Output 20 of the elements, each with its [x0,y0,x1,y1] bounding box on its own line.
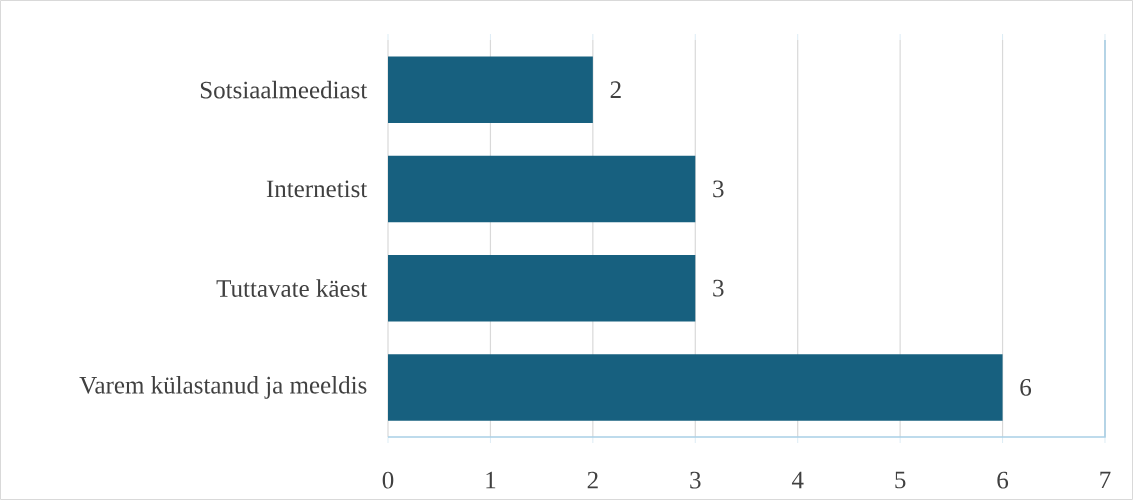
bar [388,155,696,223]
data-label: 3 [713,180,724,198]
x-tick-label: 2 [587,471,598,489]
x-tick-label: 1 [486,471,496,489]
bar [388,254,696,322]
x-tick-label: 0 [382,471,394,489]
x-tick-label: 7 [1100,471,1111,489]
x-tick-label: 5 [895,471,906,489]
data-label: 2 [610,81,621,98]
x-tick-label: 3 [690,471,701,489]
y-tick-label: Tuttavate käest [216,279,368,297]
y-tick-label: Varem külastanud ja meeldis [79,376,367,399]
y-tick-label: Sotsiaalmeediast [200,80,368,99]
y-tick-label: Internetist [266,180,368,198]
x-tick-label: 6 [997,471,1009,489]
bar [388,56,593,123]
bar [388,354,1003,421]
x-tick-label: 4 [791,471,804,489]
data-label: 3 [713,279,724,297]
data-label: 6 [1020,378,1032,396]
